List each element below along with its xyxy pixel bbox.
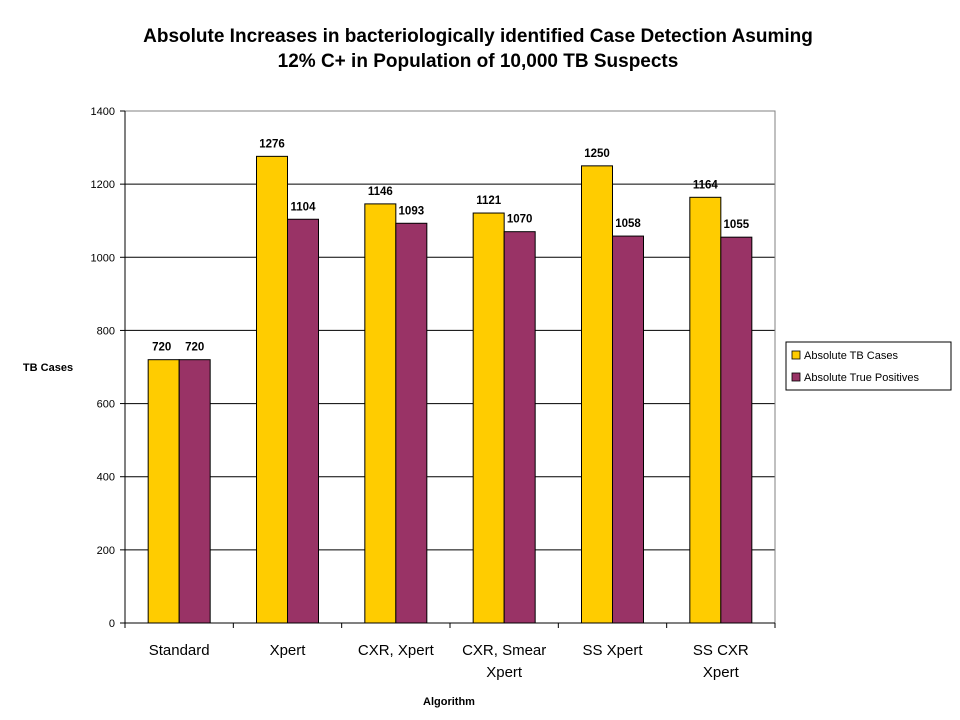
y-tick-label: 600 bbox=[97, 399, 115, 411]
axes: 0 200 400 600 800 1000 1200 1400 Standard Xpert CX… bbox=[91, 106, 776, 681]
data-label: 1093 bbox=[399, 205, 425, 217]
chart-title-line-2: 12% C+ in Population of 10,000 TB Suspec… bbox=[278, 51, 679, 72]
y-tick-label: 800 bbox=[97, 325, 115, 337]
gridlines bbox=[125, 183, 775, 551]
x-axis-title: Algorithm bbox=[423, 696, 475, 708]
legend-swatch-absolute-true-positives bbox=[791, 372, 801, 382]
y-tick-label: 200 bbox=[97, 545, 115, 557]
data-label: 1250 bbox=[584, 148, 610, 160]
bar-absolute-tb-cases bbox=[472, 212, 505, 624]
y-tick-label: 400 bbox=[97, 472, 115, 484]
y-axis-title: TB Cases bbox=[23, 362, 73, 374]
data-label: 1070 bbox=[507, 214, 533, 226]
x-tick-label: Xpert bbox=[270, 642, 307, 659]
bar-absolute-true-positives bbox=[395, 222, 428, 624]
x-tick-label: CXR, Xpert bbox=[358, 642, 435, 659]
y-tick-label: 0 bbox=[109, 618, 115, 630]
y-tick-label: 1400 bbox=[91, 106, 115, 118]
x-tick-label: SS Xpert bbox=[582, 642, 643, 659]
data-label: 1276 bbox=[259, 138, 285, 150]
legend: Absolute TB Cases Absolute True Positive… bbox=[785, 341, 952, 391]
data-label: 1055 bbox=[724, 219, 750, 231]
x-tick-label: SS CXR Xpert bbox=[693, 642, 749, 681]
bar-absolute-tb-cases bbox=[147, 359, 180, 624]
bars bbox=[147, 155, 753, 624]
legend-swatch-absolute-tb-cases bbox=[791, 350, 801, 360]
bar-absolute-tb-cases bbox=[364, 203, 397, 624]
chart-title-line-1: Absolute Increases in bacteriologically … bbox=[143, 26, 813, 47]
x-tick-label: CXR, Smear Xpert bbox=[462, 642, 546, 681]
data-label: 1104 bbox=[291, 201, 317, 213]
bar-absolute-tb-cases bbox=[689, 196, 722, 624]
bar-absolute-true-positives bbox=[503, 231, 536, 624]
data-label: 720 bbox=[152, 342, 171, 354]
data-label: 720 bbox=[185, 342, 204, 354]
data-label: 1121 bbox=[476, 195, 502, 207]
data-label: 1146 bbox=[368, 186, 393, 198]
bar-absolute-tb-cases bbox=[581, 165, 613, 624]
bar-absolute-tb-cases bbox=[256, 155, 288, 624]
y-tick-label: 1200 bbox=[91, 179, 115, 191]
bar-absolute-true-positives bbox=[612, 235, 644, 624]
data-label: 1058 bbox=[615, 218, 641, 230]
plot-area bbox=[124, 110, 776, 624]
legend-label-absolute-tb-cases: Absolute TB Cases bbox=[804, 350, 898, 362]
bar-absolute-true-positives bbox=[720, 236, 753, 624]
y-tick-label: 1000 bbox=[91, 252, 115, 264]
legend-label-absolute-true-positives: Absolute True Positives bbox=[804, 372, 919, 384]
data-label: 1164 bbox=[693, 179, 719, 191]
bar-absolute-true-positives bbox=[287, 218, 319, 624]
data-labels: 720 720 1276 1104 1146 1093 1121 1070 1250 1058 11… bbox=[152, 138, 750, 353]
x-tick-label: Standard bbox=[149, 642, 210, 659]
legend-box bbox=[785, 341, 952, 391]
bar-absolute-true-positives bbox=[178, 359, 211, 624]
